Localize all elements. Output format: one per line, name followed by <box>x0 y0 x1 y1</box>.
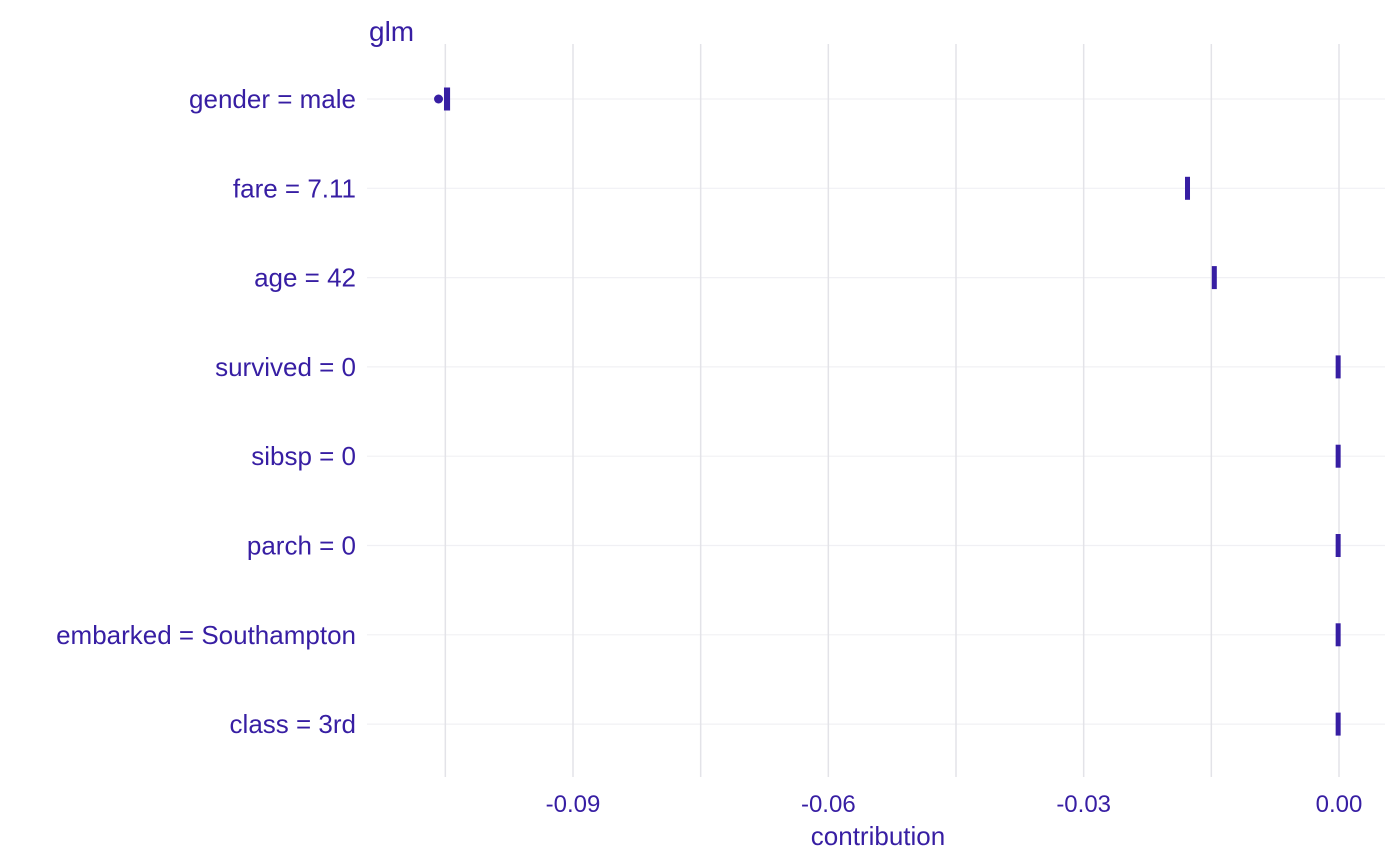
y-category-label: age = 42 <box>254 263 356 293</box>
y-category-label: embarked = Southampton <box>56 620 356 650</box>
label-layer: -0.09 -0.06 -0.03 0.00 gender = male fare = 7… <box>56 84 1362 818</box>
grid-layer <box>367 44 1385 777</box>
box-layer <box>434 87 1341 736</box>
x-axis-title: contribution <box>811 821 945 851</box>
y-category-label: survived = 0 <box>215 352 356 382</box>
x-tick-label: -0.09 <box>546 791 601 818</box>
x-tick-label: -0.06 <box>801 791 856 818</box>
y-category-label: class = 3rd <box>230 709 356 739</box>
box-outlier-point <box>434 94 444 104</box>
y-category-label: parch = 0 <box>247 531 356 561</box>
chart-title: glm <box>369 16 414 47</box>
x-tick-label: -0.03 <box>1056 791 1111 818</box>
y-category-label: sibsp = 0 <box>251 441 356 471</box>
x-tick-label: 0.00 <box>1316 791 1363 818</box>
y-category-label: gender = male <box>189 84 356 114</box>
y-category-label: fare = 7.11 <box>233 173 356 203</box>
